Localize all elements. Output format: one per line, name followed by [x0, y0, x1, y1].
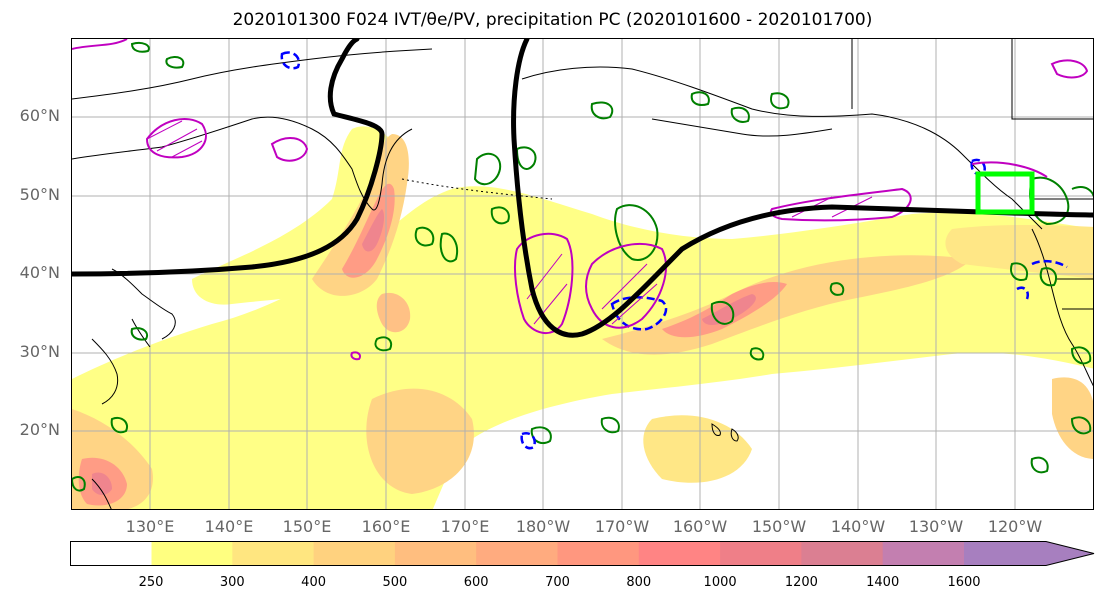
colorbar-tick-label: 1600 — [947, 575, 981, 590]
ivt-contour-line — [72, 39, 1093, 338]
colorbar-under-segment — [70, 541, 152, 566]
lat-label-60n: 60°N — [19, 106, 60, 125]
lon-label-170e: 170°E — [440, 517, 490, 536]
lon-label-150e: 150°E — [282, 517, 332, 536]
colorbar-segment — [638, 541, 721, 566]
graticule — [72, 39, 1093, 509]
colorbar-segment — [476, 541, 558, 566]
lon-label-130w: 130°W — [908, 517, 964, 536]
colorbar-tick-label: 700 — [545, 575, 570, 590]
theta-e-contours — [72, 41, 1093, 492]
chart-title: 2020101300 F024 IVT/θe/PV, precipitation… — [232, 10, 873, 30]
colorbar-segment — [313, 541, 396, 566]
lat-label-30n: 30°N — [19, 342, 60, 361]
map-panel — [71, 38, 1094, 510]
colorbar-segment — [394, 541, 477, 566]
colorbar-tick-label: 250 — [138, 575, 164, 590]
colorbar-tick-label: 600 — [463, 575, 489, 590]
lon-label-130e: 130°E — [125, 517, 175, 536]
lon-label-120w: 120°W — [987, 517, 1043, 536]
colorbar-segment — [720, 541, 802, 566]
ivt-shading — [72, 126, 1093, 509]
lon-label-160e: 160°E — [361, 517, 411, 536]
colorbar-segment — [801, 541, 884, 566]
colorbar-segment — [557, 541, 640, 566]
lon-label-160w: 160°W — [672, 517, 728, 536]
lat-label-50n: 50°N — [19, 185, 60, 204]
colorbar-segment — [232, 541, 315, 566]
lon-label-150w: 150°W — [751, 517, 807, 536]
colorbar-tick-label: 1000 — [703, 575, 737, 590]
lat-label-40n: 40°N — [19, 263, 60, 282]
colorbar-tick-label: 1400 — [866, 575, 900, 590]
colorbar-outline — [70, 541, 1095, 566]
map-canvas — [72, 39, 1093, 509]
lon-label-180w: 180°W — [515, 517, 571, 536]
colorbar-segment — [882, 541, 965, 566]
lon-label-140e: 140°E — [204, 517, 254, 536]
colorbar-segment — [964, 541, 1094, 566]
colorbar-tick-label: 300 — [219, 575, 245, 590]
colorbar — [70, 541, 1095, 566]
colorbar-tick-label: 800 — [626, 575, 652, 590]
lat-label-20n: 20°N — [19, 420, 60, 439]
lon-label-140w: 140°W — [830, 517, 886, 536]
colorbar-segment — [151, 541, 233, 566]
precip-contours — [72, 39, 1093, 361]
target-box — [975, 171, 1035, 215]
lon-label-170w: 170°W — [594, 517, 650, 536]
colorbar-tick-label: 1200 — [784, 575, 818, 590]
colorbar-tick-label: 400 — [301, 575, 326, 590]
colorbar-tick-label: 500 — [382, 575, 408, 590]
colorbar-segments — [151, 541, 1094, 566]
coastlines — [72, 39, 1093, 509]
